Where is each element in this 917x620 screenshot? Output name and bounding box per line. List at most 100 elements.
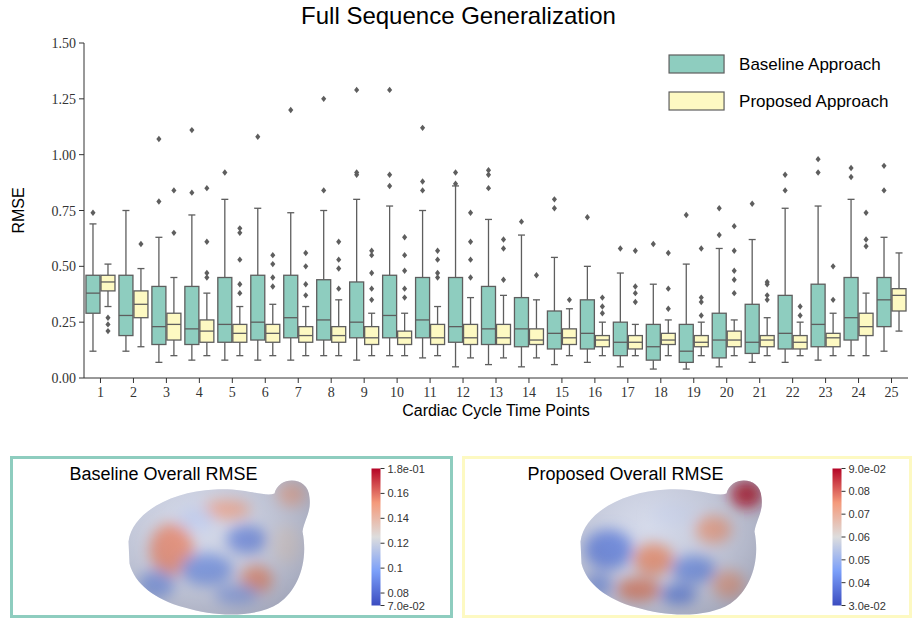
whisker-cap-low [137, 346, 144, 347]
x-tick [528, 378, 529, 383]
whisker-cap-low [683, 368, 690, 369]
whisker-high [389, 206, 390, 275]
median [646, 346, 660, 347]
whisker-high [422, 211, 423, 278]
median [877, 299, 891, 300]
box [185, 286, 199, 344]
outlier [303, 263, 308, 269]
box-group [778, 172, 792, 363]
whisker-cap-high [203, 292, 210, 293]
whisker-cap-low [368, 355, 375, 356]
whisker-cap-low [302, 355, 309, 356]
x-tick-label: 20 [720, 385, 734, 400]
outlier [336, 265, 341, 271]
outlier [420, 125, 425, 131]
x-tick [891, 378, 892, 383]
y-tick-label: 1.25 [52, 92, 77, 107]
outlier [435, 248, 440, 254]
whisker-cap-low [170, 355, 177, 356]
whisker-cap-low [452, 366, 459, 367]
whisker-cap-high [665, 319, 672, 320]
outlier [402, 268, 407, 274]
whisker-low [323, 340, 324, 356]
mesh [569, 470, 769, 620]
whisker-cap-high [221, 199, 228, 200]
y-tick [79, 322, 84, 323]
box [167, 313, 181, 340]
box-group [218, 169, 232, 360]
median [844, 317, 858, 318]
outlier [105, 321, 110, 327]
median [365, 337, 379, 338]
whisker-cap-high [896, 252, 903, 253]
surface-panel: Proposed Overall RMSE9.0e-020.080.070.06… [464, 458, 911, 620]
colorbar-tick-label: 0.12 [388, 537, 409, 549]
outlier [435, 270, 440, 276]
box-group [793, 303, 807, 355]
outlier [567, 297, 572, 303]
outlier [864, 236, 869, 242]
box-group [613, 245, 627, 367]
whisker-cap-high [419, 210, 426, 211]
whisker-cap-low [353, 359, 360, 360]
colorbar-tick [842, 514, 846, 515]
whisker-high [701, 322, 702, 335]
whisker-cap-low [335, 355, 342, 356]
outlier [336, 256, 341, 262]
colorbar-tick-label: 7.0e-02 [388, 600, 425, 612]
box-group [332, 239, 346, 356]
whisker-high [817, 206, 818, 284]
box [826, 333, 840, 346]
whisker-cap-high [122, 210, 129, 211]
panel-title: Proposed Overall RMSE [528, 464, 724, 484]
whisker-high [587, 266, 588, 300]
x-tick-label: 7 [295, 385, 302, 400]
outlier [732, 277, 737, 283]
box-group [284, 107, 298, 360]
x-tick-label: 1 [97, 385, 104, 400]
outlier [270, 274, 275, 280]
whisker-cap-low [89, 351, 96, 352]
outlier [585, 214, 590, 220]
outlier [881, 163, 886, 169]
box [152, 286, 166, 344]
colorbar-tick [381, 593, 385, 594]
whisker-cap-high [863, 292, 870, 293]
outlier [270, 283, 275, 289]
whisker-high [719, 248, 720, 313]
x-tick [463, 378, 464, 383]
median [529, 339, 543, 340]
whisker-low [686, 362, 687, 369]
outlier [732, 223, 737, 229]
whisker-cap-high [782, 208, 789, 209]
mesh-base [569, 470, 769, 620]
outlier [699, 312, 704, 318]
box [101, 275, 115, 291]
whisker-high [521, 235, 522, 298]
box [580, 300, 594, 349]
whisker-cap-low [749, 362, 756, 363]
median [497, 337, 511, 338]
box-group [299, 250, 313, 356]
median [482, 328, 496, 329]
outlier [387, 87, 392, 93]
whisker-cap-high [599, 322, 606, 323]
whisker-cap-low [518, 366, 525, 367]
whisker-high [323, 211, 324, 280]
x-tick-label: 6 [262, 385, 269, 400]
box [350, 282, 364, 338]
box [86, 275, 100, 313]
box-group [661, 250, 675, 356]
outlier [402, 294, 407, 300]
y-tick [79, 266, 84, 267]
whisker-low [92, 313, 93, 351]
outlier [666, 306, 671, 312]
whisker-cap-low [203, 355, 210, 356]
median [449, 326, 463, 327]
outlier [189, 189, 194, 195]
outlier [237, 281, 242, 287]
whisker-high [620, 273, 621, 322]
median [760, 339, 774, 340]
whisker-cap-low [122, 351, 129, 352]
whisker-low [536, 345, 537, 358]
